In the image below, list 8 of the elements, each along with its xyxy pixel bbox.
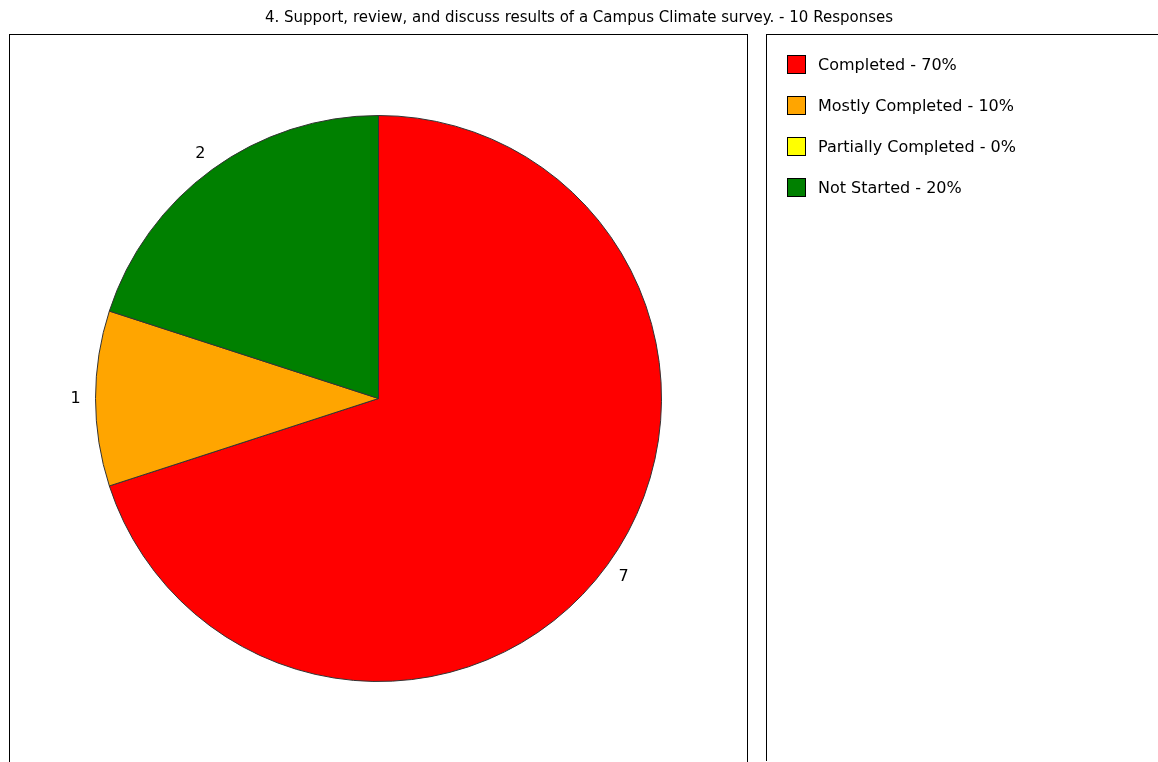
legend-label: Completed - 70% [818, 54, 957, 74]
legend-label: Mostly Completed - 10% [818, 95, 1014, 115]
data-label: 7 [618, 565, 629, 585]
data-label: 2 [195, 142, 206, 162]
legend-label: Not Started - 20% [818, 177, 962, 197]
data-label: 1 [70, 387, 81, 407]
chart-title: 4. Support, review, and discuss results of a Campus Climate survey. - 10 Responses [263, 7, 894, 28]
legend-label: Partially Completed - 0% [818, 136, 1016, 156]
